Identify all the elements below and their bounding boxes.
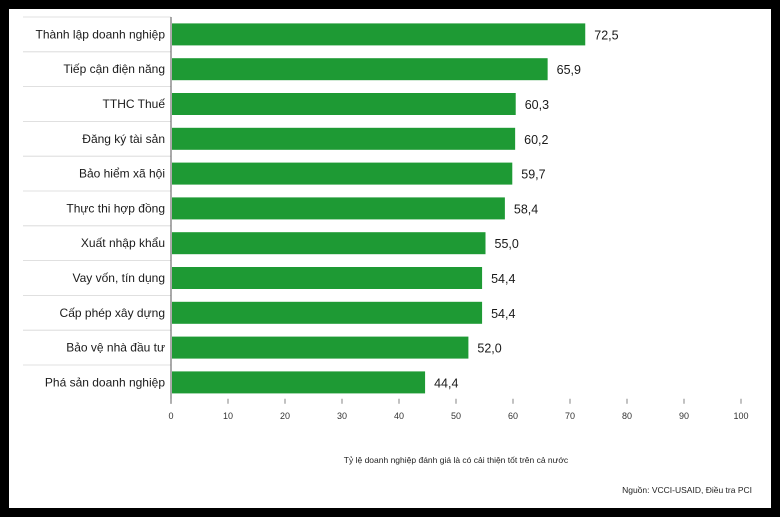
x-tick-label: 70 [565, 411, 575, 421]
bar [172, 371, 426, 394]
bar-chart: Thành lập doanh nghiệp 72,5 Tiếp cận điện … [23, 16, 752, 495]
bar [172, 336, 469, 359]
value-label: 65,9 [557, 63, 581, 77]
bar [172, 127, 516, 150]
x-tick-label: 10 [223, 411, 233, 421]
x-tick-label: 20 [280, 411, 290, 421]
category-label: Phá sản doanh nghiệp [45, 375, 165, 389]
x-tick-label: 60 [508, 411, 518, 421]
value-label: 54,4 [491, 307, 515, 321]
category-label: Thành lập doanh nghiệp [36, 27, 166, 41]
category-label: Xuất nhập khẩu [81, 236, 165, 250]
category-label: Thực thi hợp đồng [66, 201, 165, 215]
category-label: Bảo vệ nhà đầu tư [66, 341, 165, 355]
bar [172, 93, 516, 115]
value-label: 58,4 [514, 202, 538, 216]
x-tick-label: 80 [622, 411, 632, 421]
x-tick-label: 0 [168, 411, 173, 421]
x-tick-label: 40 [394, 411, 404, 421]
value-label: 44,4 [434, 376, 458, 390]
bar [172, 301, 483, 324]
x-axis: 0 10 20 30 40 50 60 70 80 90 100 [168, 17, 749, 421]
bar [172, 232, 486, 255]
category-label: TTHC Thuế [103, 97, 166, 111]
category-label: Đăng ký tài sản [82, 132, 165, 146]
value-label: 60,3 [525, 98, 549, 112]
value-label: 60,2 [524, 133, 548, 147]
value-label: 52,0 [477, 342, 501, 356]
x-tick-label: 50 [451, 411, 461, 421]
value-label: 55,0 [495, 237, 519, 251]
chart-frame: Thành lập doanh nghiệp 72,5 Tiếp cận điện … [9, 9, 771, 508]
bars-group: Thành lập doanh nghiệp 72,5 Tiếp cận điện … [23, 16, 619, 394]
value-label: 59,7 [521, 168, 545, 182]
bar [172, 58, 548, 81]
x-tick-label: 30 [337, 411, 347, 421]
x-axis-label: Tỷ lệ doanh nghiệp đánh giá là có cải th… [344, 455, 569, 465]
value-label: 72,5 [594, 28, 618, 42]
source-note: Nguồn: VCCI-USAID, Điều tra PCI [622, 485, 752, 495]
bar [172, 23, 586, 46]
value-label: 54,4 [491, 272, 515, 286]
bar [172, 162, 513, 185]
x-tick-label: 90 [679, 411, 689, 421]
bar [172, 267, 483, 289]
category-label: Bảo hiểm xã hội [79, 167, 165, 181]
x-tick-label: 100 [733, 411, 748, 421]
category-label: Cấp phép xây dựng [60, 306, 165, 320]
category-label: Tiếp cận điện năng [63, 62, 165, 76]
category-label: Vay vốn, tín dụng [72, 271, 165, 285]
bar [172, 197, 505, 220]
